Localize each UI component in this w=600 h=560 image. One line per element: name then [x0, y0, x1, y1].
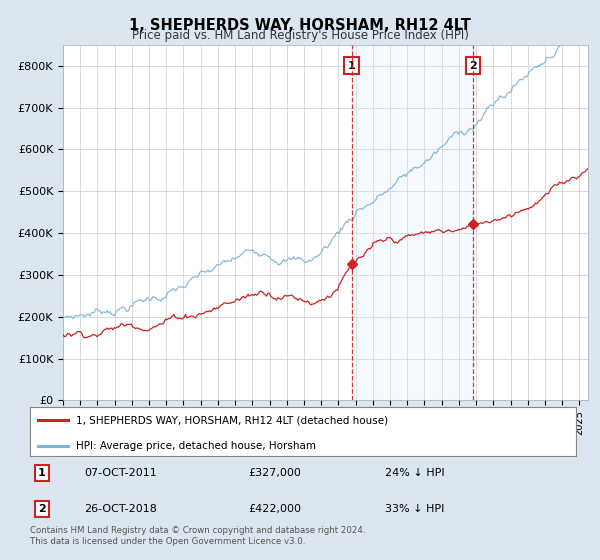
Text: 2: 2 — [469, 60, 477, 71]
Text: 1, SHEPHERDS WAY, HORSHAM, RH12 4LT: 1, SHEPHERDS WAY, HORSHAM, RH12 4LT — [129, 18, 471, 33]
Text: 1: 1 — [348, 60, 356, 71]
Text: Price paid vs. HM Land Registry's House Price Index (HPI): Price paid vs. HM Land Registry's House … — [131, 29, 469, 42]
Bar — [352, 45, 473, 400]
Text: 1: 1 — [38, 468, 46, 478]
Text: £422,000: £422,000 — [248, 504, 301, 514]
Text: 24% ↓ HPI: 24% ↓ HPI — [385, 468, 445, 478]
Text: 1, SHEPHERDS WAY, HORSHAM, RH12 4LT (detached house): 1, SHEPHERDS WAY, HORSHAM, RH12 4LT (det… — [76, 416, 389, 426]
Text: £327,000: £327,000 — [248, 468, 301, 478]
Text: 26-OCT-2018: 26-OCT-2018 — [85, 504, 157, 514]
Text: Contains HM Land Registry data © Crown copyright and database right 2024.
This d: Contains HM Land Registry data © Crown c… — [30, 526, 365, 546]
Text: HPI: Average price, detached house, Horsham: HPI: Average price, detached house, Hors… — [76, 441, 316, 451]
Text: 07-OCT-2011: 07-OCT-2011 — [85, 468, 157, 478]
Text: 2: 2 — [38, 504, 46, 514]
Text: 33% ↓ HPI: 33% ↓ HPI — [385, 504, 444, 514]
